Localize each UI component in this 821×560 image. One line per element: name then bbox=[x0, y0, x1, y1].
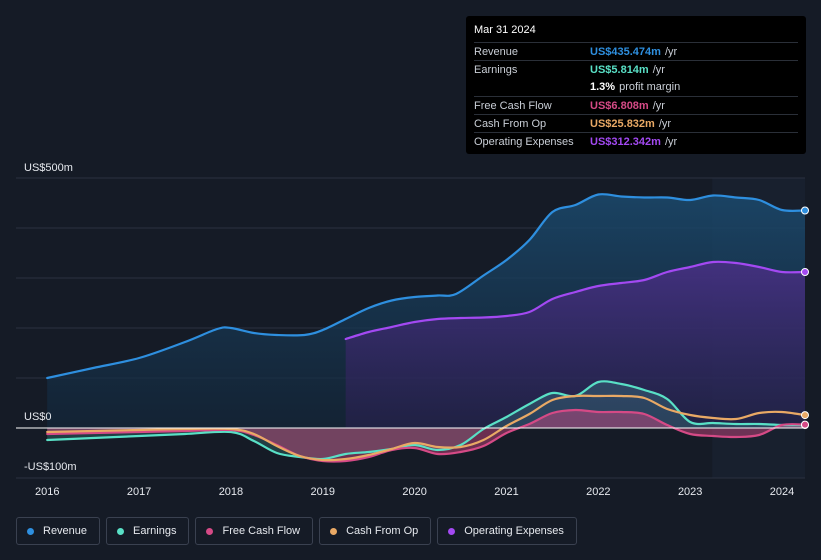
tooltip-row-profit-margin: 1.3% profit margin bbox=[474, 79, 798, 96]
legend: Revenue Earnings Free Cash Flow Cash Fro… bbox=[16, 517, 577, 545]
tooltip-unit: /yr bbox=[652, 63, 665, 76]
data-tooltip: Mar 31 2024 Revenue US$435.474m /yr Earn… bbox=[466, 16, 806, 154]
legend-label: Revenue bbox=[43, 525, 88, 537]
tooltip-row-earnings: Earnings US$5.814m /yr bbox=[474, 60, 798, 78]
tooltip-row-cash-from-op: Cash From Op US$25.832m /yr bbox=[474, 114, 798, 132]
tooltip-date: Mar 31 2024 bbox=[474, 24, 536, 36]
cash-from-op-line bbox=[46, 394, 807, 462]
legend-dot-icon bbox=[206, 527, 214, 535]
y-axis-label-zero: US$0 bbox=[24, 411, 52, 423]
x-tick-label: 2024 bbox=[770, 486, 794, 498]
x-tick-label: 2021 bbox=[494, 486, 518, 498]
x-tick-label: 2019 bbox=[311, 486, 335, 498]
tooltip-unit: profit margin bbox=[619, 81, 681, 94]
legend-item-operating-expenses[interactable]: Operating Expenses bbox=[437, 517, 577, 545]
operating-expenses-end-point bbox=[801, 268, 809, 276]
legend-dot-icon bbox=[448, 527, 456, 535]
legend-label: Earnings bbox=[133, 525, 177, 537]
tooltip-value: US$312.342m bbox=[590, 136, 661, 149]
revenue-line bbox=[46, 193, 807, 380]
free-cash-flow-end-point bbox=[801, 420, 809, 429]
legend-item-earnings[interactable]: Earnings bbox=[106, 517, 190, 545]
earnings-line bbox=[46, 380, 807, 461]
tooltip-unit: /yr bbox=[658, 117, 672, 130]
x-tick-label: 2016 bbox=[35, 486, 59, 498]
tooltip-row-revenue: Revenue US$435.474m /yr bbox=[474, 42, 798, 60]
earnings-area bbox=[47, 381, 805, 460]
x-tick-label: 2018 bbox=[219, 486, 243, 498]
revenue-end-point bbox=[801, 206, 809, 215]
legend-item-revenue[interactable]: Revenue bbox=[16, 517, 101, 545]
tooltip-value: 1.3% bbox=[590, 81, 616, 94]
series-lines bbox=[46, 193, 807, 463]
x-tick-label: 2017 bbox=[127, 486, 151, 498]
legend-dot-icon bbox=[27, 527, 34, 535]
tooltip-row-operating-expenses: Operating Expenses US$312.342m /yr bbox=[474, 132, 798, 150]
tooltip-label: Cash From Op bbox=[474, 117, 547, 130]
legend-item-free-cash-flow[interactable]: Free Cash Flow bbox=[195, 517, 314, 545]
legend-item-cash-from-op[interactable]: Cash From Op bbox=[319, 517, 432, 545]
cash-from-op-end-point bbox=[801, 411, 809, 420]
tooltip-value: US$435.474m bbox=[590, 45, 661, 58]
legend-label: Free Cash Flow bbox=[222, 525, 301, 537]
tooltip-label: Earnings bbox=[474, 63, 518, 76]
operating-expenses-area bbox=[345, 261, 805, 428]
legend-label: Cash From Op bbox=[346, 525, 419, 537]
tooltip-row-free-cash-flow: Free Cash Flow US$6.808m /yr bbox=[474, 95, 798, 114]
tooltip-value: US$5.814m bbox=[590, 63, 649, 76]
x-tick-label: 2020 bbox=[402, 486, 426, 498]
legend-label: Operating Expenses bbox=[464, 525, 564, 537]
x-tick-label: 2023 bbox=[678, 486, 702, 498]
legend-dot-icon bbox=[117, 527, 125, 535]
tooltip-label: Revenue bbox=[474, 45, 519, 58]
y-axis-label-negative: -US$100m bbox=[24, 461, 77, 473]
x-axis-ticks: 2016 2017 2018 2019 2020 2021 2022 2023 2024 bbox=[35, 486, 794, 498]
tooltip-unit: /yr bbox=[664, 136, 678, 149]
x-tick-label: 2022 bbox=[586, 486, 610, 498]
tooltip-unit: /yr bbox=[652, 99, 665, 112]
series-areas bbox=[47, 194, 805, 462]
y-axis-label-top: US$500m bbox=[24, 162, 73, 174]
legend-dot-icon bbox=[330, 527, 338, 535]
tooltip-unit: /yr bbox=[664, 45, 678, 58]
tooltip-label: Operating Expenses bbox=[474, 136, 574, 149]
tooltip-label: Free Cash Flow bbox=[474, 99, 552, 112]
free-cash-flow-area bbox=[47, 409, 805, 462]
tooltip-value: US$6.808m bbox=[590, 99, 649, 112]
tooltip-value: US$25.832m bbox=[590, 117, 655, 130]
operating-expenses-line bbox=[344, 260, 807, 341]
series-end-markers bbox=[801, 206, 809, 430]
